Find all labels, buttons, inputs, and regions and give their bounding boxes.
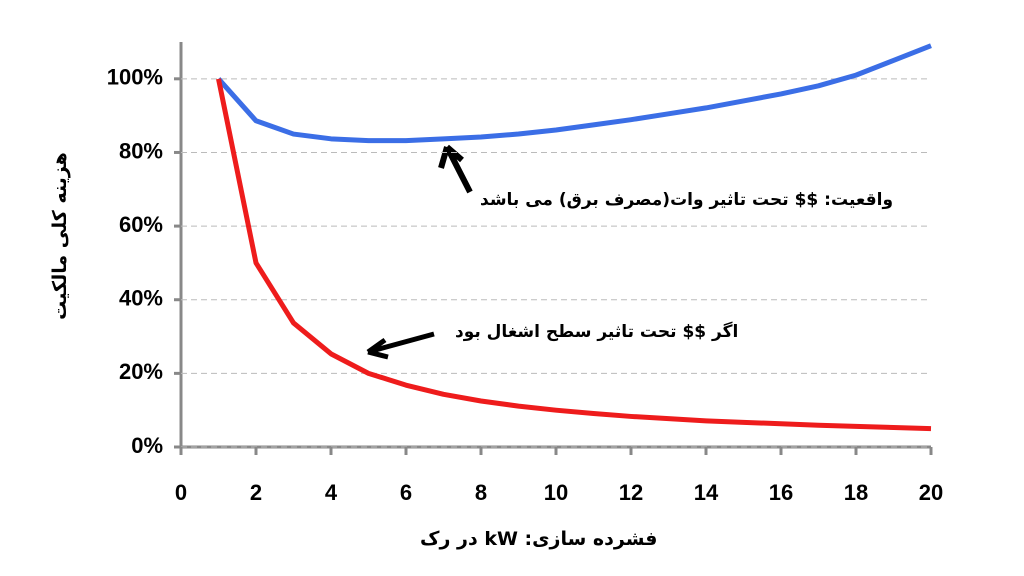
x-tick-label: 2 — [250, 480, 262, 505]
x-tick-label: 6 — [400, 480, 412, 505]
annotation: اگر $$ تحت تاثیر سطح اشغال بود — [455, 322, 739, 342]
y-tick-label: 40% — [119, 286, 163, 311]
x-tick-label: 0 — [175, 480, 187, 505]
y-tick-label: 80% — [119, 138, 163, 163]
x-tick-label: 8 — [475, 480, 487, 505]
line-series — [216, 43, 932, 144]
x-tick-label: 12 — [619, 480, 643, 505]
x-tick-label: 4 — [325, 480, 338, 505]
x-tick-label: 20 — [919, 480, 943, 505]
y-tick-label: 20% — [119, 359, 163, 384]
annotation: واقعیت: $$ تحت تاثیر وات(مصرف برق) می با… — [480, 190, 894, 210]
x-tick-label: 14 — [694, 480, 719, 505]
x-axis-label: فشرده سازی: kW در رک — [420, 528, 658, 550]
arrow — [366, 331, 435, 360]
y-tick-label: 60% — [119, 212, 163, 237]
y-tick-label: 100% — [107, 65, 163, 90]
y-tick-label: 0% — [131, 433, 163, 458]
line-series — [216, 78, 932, 432]
y-axis-label: هزینه کلی مالکیت — [49, 152, 71, 320]
x-tick-label: 10 — [544, 480, 568, 505]
arrow — [438, 144, 473, 194]
x-tick-label: 16 — [769, 480, 793, 505]
x-tick-label: 18 — [844, 480, 868, 505]
